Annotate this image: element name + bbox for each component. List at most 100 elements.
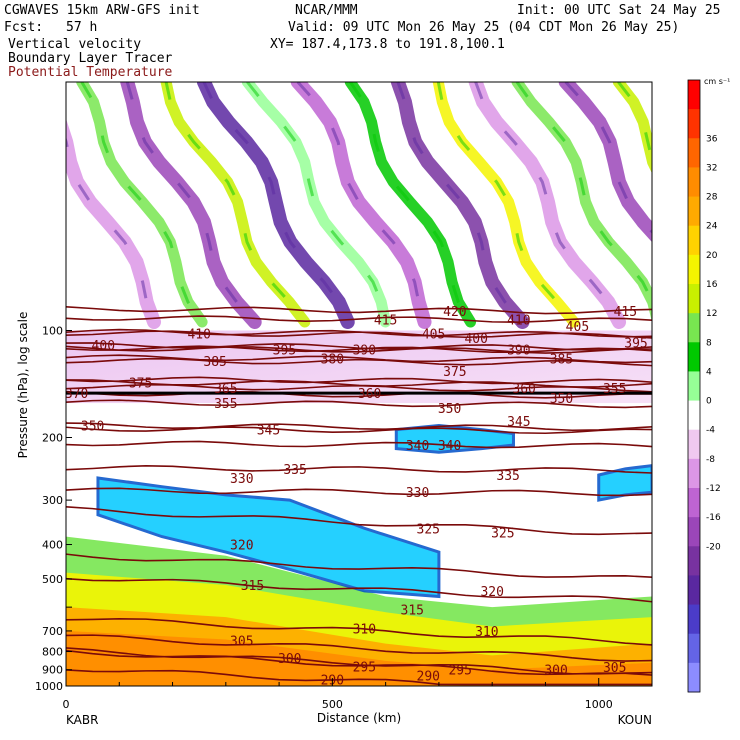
theta-label: 305 <box>230 635 253 650</box>
colorbar-label: 32 <box>706 163 717 173</box>
y-tick-label: 400 <box>42 539 63 552</box>
colorbar-label: 28 <box>706 193 718 203</box>
tracer-band <box>96 476 441 599</box>
colorbar-label: 20 <box>706 251 718 261</box>
theta-label: 335 <box>283 463 306 478</box>
theta-line <box>66 345 652 354</box>
theta-line <box>66 330 652 339</box>
gravity-wave-pattern <box>66 82 740 404</box>
colorbar-swatch <box>688 429 700 460</box>
wave-core <box>474 82 621 323</box>
y-tick-label: 800 <box>42 646 63 659</box>
y-axis: 100 200 300 400 500 700 800 900 1000 <box>35 324 72 693</box>
y-tick-label: 300 <box>42 494 63 507</box>
colorbar-swatch <box>688 517 700 547</box>
colorbar-swatch <box>688 254 700 285</box>
theta-label: 410 <box>507 313 530 328</box>
theta-label: 345 <box>507 415 530 430</box>
colorbar-swatch <box>688 313 700 343</box>
wave-core <box>515 82 652 306</box>
wave-stripe <box>160 82 311 328</box>
theta-label: 405 <box>422 328 445 343</box>
theta-label: 325 <box>491 526 514 541</box>
colorbar-swatch <box>688 488 700 518</box>
field-label-tracer: Boundary Layer Tracer <box>8 51 173 66</box>
wave-stripe <box>120 82 262 329</box>
colorbar-swatch <box>688 400 700 431</box>
x-tick-label: 1000 <box>585 698 613 711</box>
theta-label: 335 <box>496 469 519 484</box>
theta-label: 300 <box>544 664 567 679</box>
colorbar-swatch <box>688 458 700 489</box>
colorbar-label: 12 <box>706 309 717 319</box>
y-axis-title: Pressure (hPa), log scale <box>16 312 30 459</box>
theta-label: 305 <box>603 661 626 676</box>
y-tick-label: 100 <box>42 324 63 337</box>
theta-label: 295 <box>448 664 471 679</box>
theta-line <box>66 487 652 497</box>
theta-label: 340 <box>438 439 461 454</box>
valid-time: Valid: 09 UTC Mon 26 May 25 (04 CDT Mon … <box>288 20 680 35</box>
theta-label: 405 <box>566 320 589 335</box>
colorbar-swatch <box>688 371 700 402</box>
theta-label: 315 <box>401 604 424 619</box>
theta-label: 410 <box>187 328 210 343</box>
wave-core <box>668 82 740 322</box>
theta-label: 300 <box>278 652 301 667</box>
x-tick-label: 0 <box>63 698 70 711</box>
wave-stripe <box>432 82 580 328</box>
colorbar-label: -16 <box>706 513 721 523</box>
colorbar-swatch <box>688 633 700 664</box>
theta-line <box>66 379 652 388</box>
colorbar-label: -20 <box>706 542 721 552</box>
colorbar-label: 0 <box>706 397 712 407</box>
theta-label: 360 <box>512 382 535 397</box>
theta-line <box>66 315 652 323</box>
colorbar-swatch <box>688 167 700 198</box>
cross-section-coords: XY= 187.4,173.8 to 191.8,100.1 <box>270 37 505 52</box>
colorbar-frame <box>687 79 701 693</box>
theta-line <box>66 399 652 409</box>
wave-core <box>66 136 156 323</box>
theta-label: 320 <box>480 585 503 600</box>
forecast-hour-value: 57 h <box>66 20 98 35</box>
theta-line <box>66 553 652 578</box>
theta-line <box>66 669 652 686</box>
y-tick-label: 200 <box>42 432 63 445</box>
x-axis: 0 500 1000 <box>63 678 653 711</box>
y-tick-label: 700 <box>42 625 63 638</box>
theta-line <box>66 390 652 399</box>
theta-label: 320 <box>230 539 253 554</box>
colorbar-swatch <box>688 284 700 314</box>
right-station-label: KOUN <box>618 713 652 727</box>
theta-label: 330 <box>230 472 253 487</box>
colorbar-label: 16 <box>706 280 718 290</box>
theta-label: 385 <box>203 355 226 370</box>
theta-label: 375 <box>443 365 466 380</box>
colorbar-label: -4 <box>706 426 715 436</box>
colorbar-swatch <box>688 546 700 576</box>
theta-label: 400 <box>464 332 487 347</box>
theta-contours <box>66 305 652 686</box>
wave-core <box>202 82 350 323</box>
theta-line <box>66 305 652 315</box>
theta-line <box>66 342 652 351</box>
wave-stripe <box>558 82 652 243</box>
theta-label: 370 <box>65 387 88 402</box>
colorbar-label: 24 <box>706 222 718 232</box>
theta-label: 415 <box>614 305 637 320</box>
y-tick-label: 1000 <box>35 680 63 693</box>
theta-label: 310 <box>353 623 376 638</box>
stratosphere-band <box>66 330 652 404</box>
theta-label: 310 <box>475 625 498 640</box>
theta-label: 350 <box>438 402 461 417</box>
colorbar-label: 8 <box>706 338 712 348</box>
theta-line <box>66 376 652 385</box>
theta-line <box>66 426 652 435</box>
model-title: CGWAVES 15km ARW-GFS init <box>4 3 200 18</box>
wave-stripe <box>390 82 530 329</box>
theta-label: 400 <box>92 339 115 354</box>
theta-label: 350 <box>81 419 104 434</box>
